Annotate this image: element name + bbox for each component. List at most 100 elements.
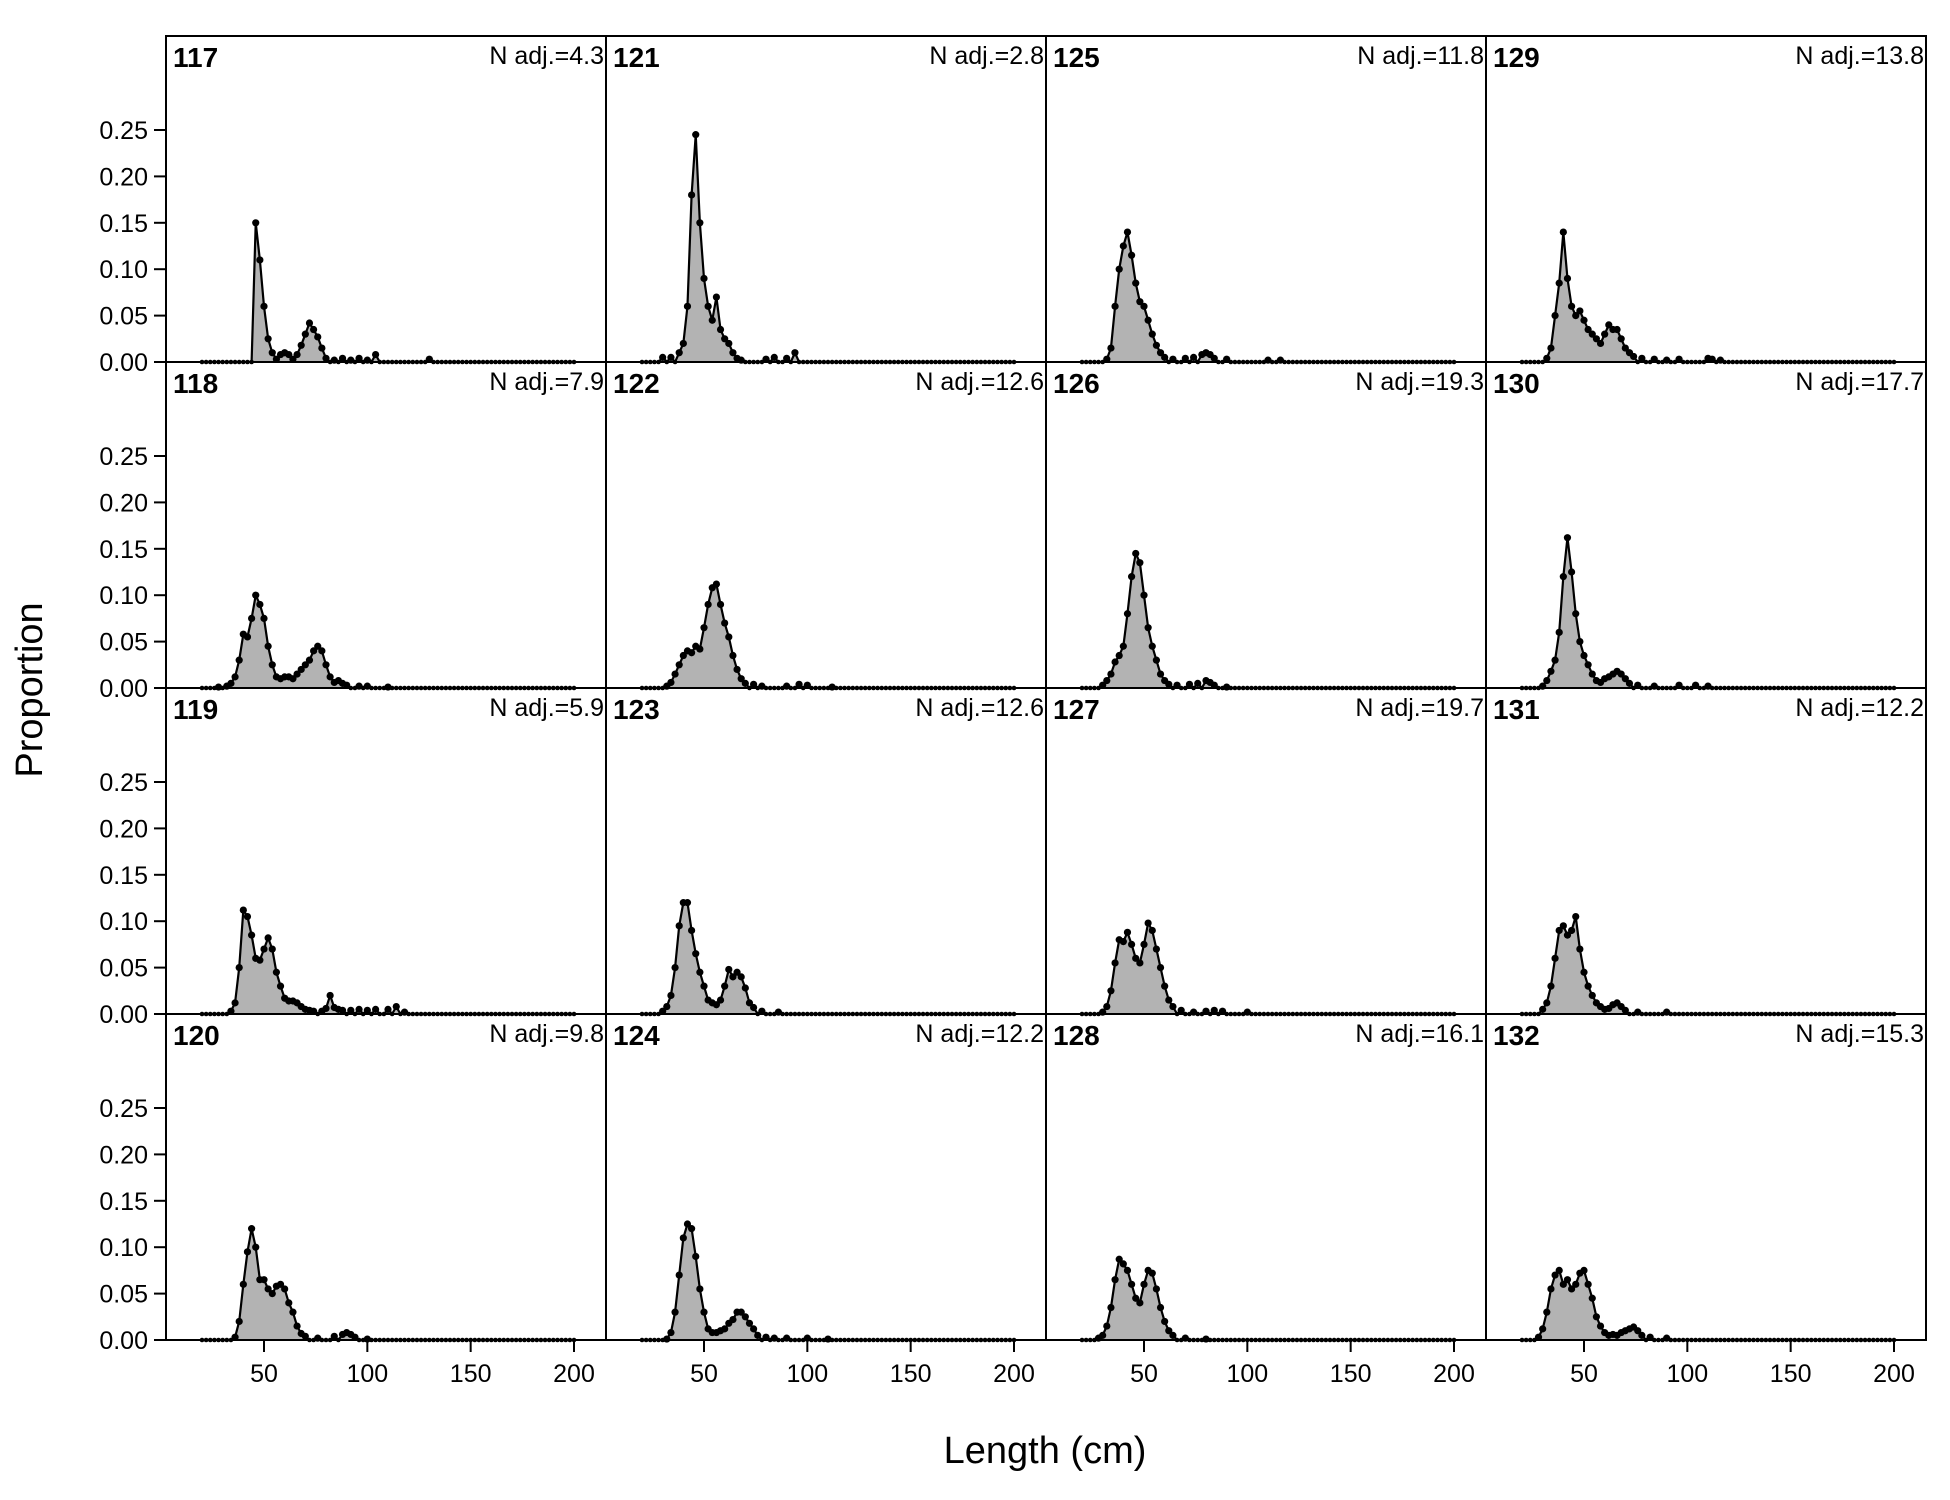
panel-121-point [716,325,725,334]
x-tick-label: 50 [690,1360,718,1388]
panel-124-point [667,1328,675,1337]
panel-121-point [729,349,737,357]
panel-121-point [683,302,692,310]
panel-127-point [1128,940,1136,949]
panel-121-n-label: N adj.=2.8 [929,42,1044,70]
panel-125-point [1144,316,1152,324]
panel-124-point [721,1325,729,1333]
panel-123-point [729,973,737,981]
panel-130-point [1580,651,1588,660]
panel-120-n-label: N adj.=9.8 [489,1020,604,1048]
panel-129-point [1551,312,1559,320]
panel-123-point [671,964,679,972]
panel-131-point [1563,931,1572,939]
panel-117-point [297,341,305,349]
panel-118-point [260,614,268,623]
panel-130-point [1543,676,1551,685]
panel-128-point [1111,1276,1119,1284]
panel-119-point [256,956,264,964]
panel-128-point [1099,1331,1107,1339]
panel-127-point [1161,982,1169,990]
panel-125-point [1140,302,1148,310]
panel-130-point [1559,573,1567,581]
y-tick-label: 0.05 [99,629,148,657]
panel-121-point [667,353,675,361]
panel-127-point [1177,1006,1185,1014]
panel-126-point [1136,559,1144,567]
panel-123: 123 N adj.=12.6 [605,687,1047,1017]
panel-125-point [1148,330,1156,338]
panel-119-point [272,968,280,976]
panel-118-n-label: N adj.=7.9 [489,368,604,396]
panel-121-frame [605,35,1047,363]
panel-128-id-label: 128 [1053,1020,1100,1051]
x-axis-title: Length (cm) [944,1430,1147,1472]
panel-126-frame [1045,361,1487,689]
panel-124-point [671,1308,679,1316]
panel-119-point [392,1002,400,1011]
panel-124-point [696,1285,704,1293]
panel-129-point [1559,228,1567,236]
panel-119-point [260,945,268,953]
y-tick-label: 0.10 [99,582,148,610]
panel-130-frame [1485,361,1927,689]
panel-132-point [1539,1325,1547,1333]
panel-130-point [1572,610,1580,618]
panel-118-point [231,673,239,681]
panel-122-point [725,633,733,641]
panel-119-point [326,991,334,1000]
panel-127-point [1210,1006,1218,1014]
y-tick-label: 0.25 [99,1095,148,1123]
panel-131-point [1559,922,1567,930]
panel-126-point [1185,680,1194,688]
panel-123-frame [605,687,1047,1015]
panel-128-point [1165,1327,1173,1335]
panel-129-point [1621,344,1629,352]
panel-128-point [1107,1303,1115,1312]
panel-121-point [725,339,733,348]
panel-128-point [1169,1331,1177,1339]
panel-121-point [696,219,704,227]
panel-119-point [243,912,252,921]
panel-123-point [745,999,754,1007]
panel-120-point [260,1276,268,1284]
panel-118-point [318,647,326,655]
panel-129-area [1522,232,1894,362]
panel-125-area [1082,232,1454,362]
panel-121-point [675,349,683,357]
panel-130-point [1555,628,1563,636]
panel-117-point [314,333,322,341]
panel-128-point [1119,1260,1127,1268]
panel-120-point [301,1332,309,1340]
panel-124-point [729,1315,737,1324]
panel-124-point [688,1225,696,1233]
panel-126-point [1194,679,1202,687]
panel-130-point [1563,534,1572,542]
panel-125-point [1111,302,1119,310]
panel-124-point [683,1220,692,1228]
panel-128-point [1140,1280,1148,1288]
panel-120-id-label: 120 [173,1020,220,1051]
panel-118-point [297,665,305,674]
panel-124-id-label: 124 [613,1020,660,1051]
panel-126-point [1132,549,1140,558]
panel-129: 129 N adj.=13.8 [1485,35,1927,365]
panel-131: 131 N adj.=12.2 [1485,687,1927,1017]
panel-129-point [1601,330,1609,338]
panel-125-point [1210,354,1218,362]
panel-126-point [1119,642,1127,650]
panel-119-point [235,964,243,972]
panel-120-point [330,1332,338,1340]
panel-128-point [1161,1317,1169,1326]
panel-122-point [667,678,675,687]
panel-119-point [355,1005,363,1013]
panel-119-point [338,1006,347,1014]
panel-123-point [688,926,696,935]
panel-119-point [347,1006,355,1014]
panel-123-point [712,1001,721,1009]
panel-132-point [1592,1313,1600,1321]
y-tick-label: 0.00 [99,349,148,377]
panel-124-point [692,1252,700,1261]
panel-130-point [1617,670,1625,678]
panel-123-point [725,965,733,974]
